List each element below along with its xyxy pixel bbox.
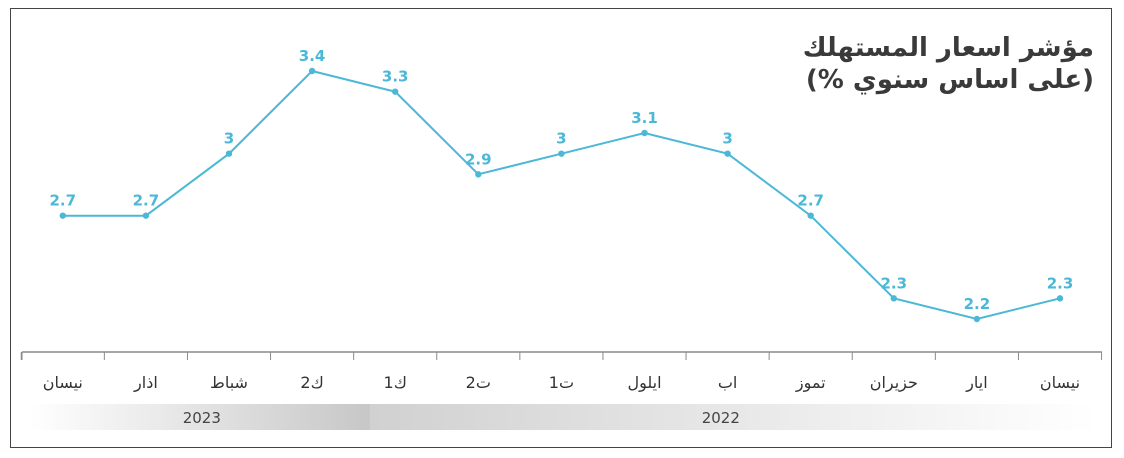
year-bands: 2022 2023 — [30, 404, 1098, 430]
data-points: 2.3 2.2 2.3 2.7 3 3.1 3 2.9 3.3 3.4 3 2.7 2.7 — [50, 47, 1074, 323]
data-label: 3 — [722, 130, 732, 148]
x-tick-label: اب — [718, 373, 738, 392]
data-label: 2.3 — [1047, 274, 1074, 292]
year-band-2023 — [30, 404, 370, 430]
data-point — [1056, 295, 1064, 302]
x-tick-label: حزيران — [870, 373, 918, 393]
data-point — [308, 67, 316, 75]
data-point — [225, 150, 233, 157]
data-label: 2.3 — [881, 274, 908, 292]
data-point — [475, 171, 482, 178]
x-tick-labels: نيسان ايار حزيران تموز اب ايلول ت1 ت2 ك1 ك2 شباط اذ… — [43, 373, 1080, 393]
year-label-2022: 2022 — [702, 409, 740, 427]
data-point — [890, 295, 897, 302]
x-tick-label: شباط — [210, 373, 248, 392]
x-tick-label: ايار — [965, 373, 988, 393]
chart-title: مؤشر اسعار المستهلك (على اساس سنوي %) — [803, 32, 1094, 96]
data-label: 3.1 — [631, 109, 658, 127]
x-tick-label: ك1 — [384, 373, 407, 392]
data-label: 2.7 — [50, 192, 77, 210]
data-point — [142, 212, 150, 219]
series-line — [62, 69, 1061, 321]
chart-frame — [10, 8, 1112, 448]
data-point — [392, 88, 399, 95]
data-label: 3 — [224, 130, 234, 148]
data-label: 2.7 — [797, 192, 824, 210]
data-point — [807, 212, 814, 219]
year-band-2022 — [343, 404, 1098, 430]
x-tick-label: تموز — [795, 373, 826, 393]
year-label-2023: 2023 — [183, 409, 221, 427]
data-point — [558, 150, 565, 157]
data-label: 3.3 — [382, 68, 409, 86]
x-tick-label: ك2 — [300, 373, 323, 392]
data-label: 2.9 — [465, 150, 492, 168]
series-polyline — [62, 69, 1061, 321]
data-point — [59, 212, 66, 219]
x-tick-label: نيسان — [43, 373, 83, 392]
chart-title-line1: مؤشر اسعار المستهلك — [802, 33, 1094, 63]
x-tick-label: اذار — [133, 373, 158, 393]
x-axis — [20, 351, 1103, 360]
data-point — [973, 315, 981, 323]
data-label: 3 — [556, 130, 566, 148]
data-point — [724, 150, 731, 157]
data-label: 2.7 — [133, 192, 160, 210]
chart-title-line2: (على اساس سنوي %) — [805, 65, 1094, 95]
x-tick-label: ايلول — [627, 373, 661, 393]
data-point — [641, 129, 648, 137]
data-label: 2.2 — [964, 295, 991, 313]
x-tick-label: ت1 — [549, 373, 574, 392]
data-label: 3.4 — [299, 47, 326, 65]
x-tick-label: نيسان — [1040, 373, 1080, 392]
x-tick-label: ت2 — [466, 373, 491, 392]
